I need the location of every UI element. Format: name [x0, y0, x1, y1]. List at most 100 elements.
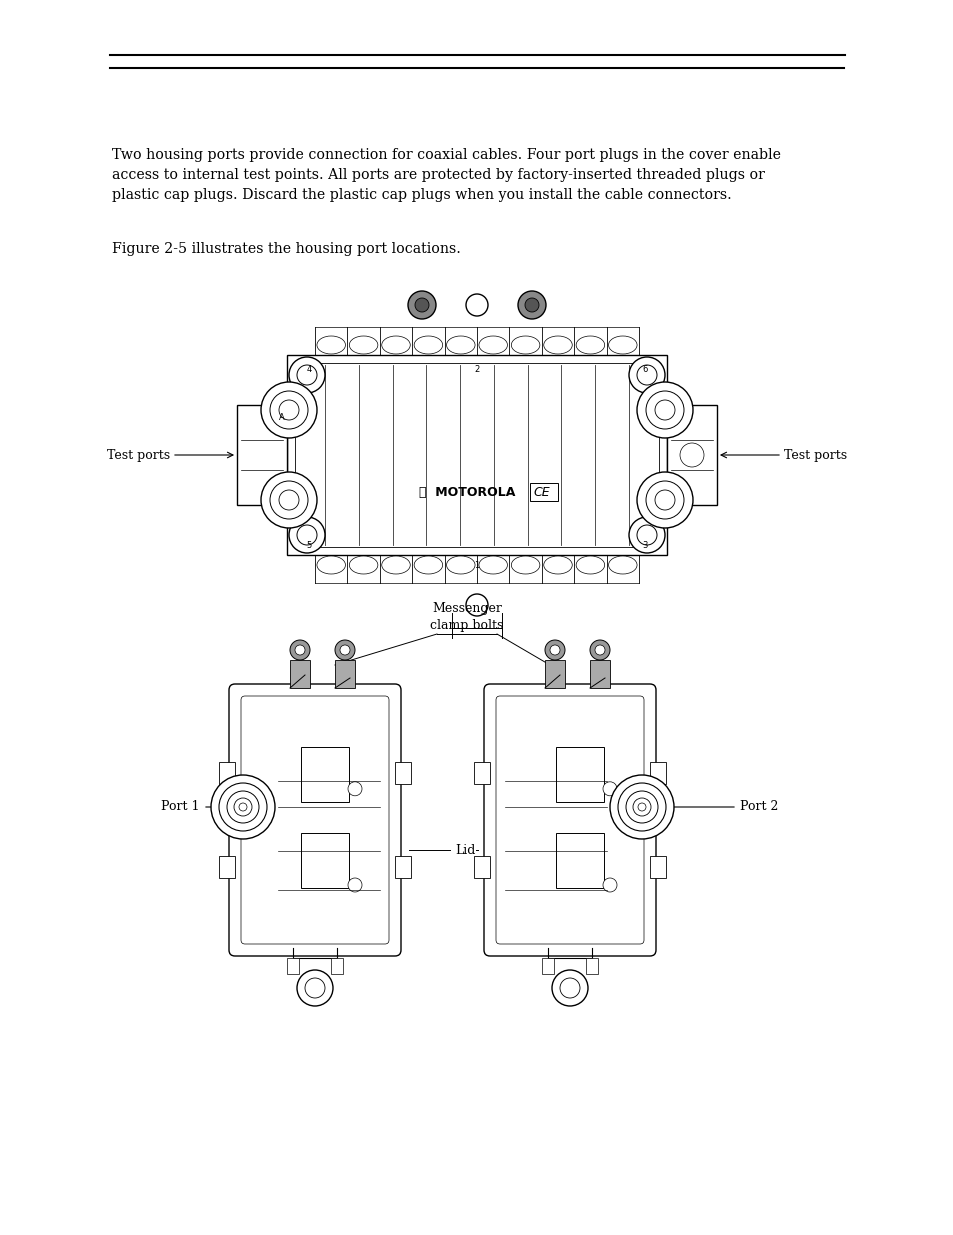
Ellipse shape: [349, 556, 377, 574]
FancyBboxPatch shape: [483, 684, 656, 956]
Ellipse shape: [608, 556, 637, 574]
Circle shape: [637, 472, 692, 529]
Circle shape: [550, 645, 559, 655]
Circle shape: [602, 878, 617, 892]
Circle shape: [348, 782, 361, 795]
Circle shape: [595, 645, 604, 655]
Circle shape: [233, 798, 252, 816]
Bar: [530, 483, 558, 501]
Bar: [290, 659, 310, 688]
Circle shape: [517, 291, 545, 319]
Circle shape: [335, 640, 355, 659]
Circle shape: [408, 291, 436, 319]
Circle shape: [618, 783, 665, 831]
Ellipse shape: [316, 336, 345, 354]
FancyBboxPatch shape: [229, 684, 400, 956]
Bar: [236, 405, 287, 505]
Circle shape: [294, 645, 305, 655]
Circle shape: [589, 640, 609, 659]
Circle shape: [679, 443, 703, 467]
Text: Port 1: Port 1: [161, 800, 200, 814]
Circle shape: [628, 517, 664, 553]
Bar: [666, 405, 717, 505]
Circle shape: [609, 776, 673, 839]
Circle shape: [655, 400, 675, 420]
Text: 4: 4: [306, 364, 312, 373]
Ellipse shape: [478, 556, 507, 574]
Text: 6: 6: [641, 364, 647, 373]
Text: 3: 3: [641, 541, 647, 550]
Circle shape: [339, 645, 350, 655]
Circle shape: [261, 382, 316, 438]
Circle shape: [415, 298, 429, 312]
Bar: [219, 856, 234, 878]
Circle shape: [278, 400, 298, 420]
Ellipse shape: [349, 336, 377, 354]
Ellipse shape: [446, 336, 475, 354]
Circle shape: [645, 391, 683, 429]
Circle shape: [628, 357, 664, 393]
Text: Messenger
clamp bolts: Messenger clamp bolts: [430, 601, 503, 632]
Circle shape: [296, 525, 316, 545]
Circle shape: [633, 798, 650, 816]
Bar: [301, 747, 349, 803]
Ellipse shape: [576, 556, 604, 574]
Circle shape: [655, 490, 675, 510]
Circle shape: [552, 969, 587, 1007]
Bar: [331, 958, 343, 974]
Circle shape: [270, 480, 308, 519]
Circle shape: [211, 776, 274, 839]
Bar: [541, 958, 554, 974]
Ellipse shape: [478, 336, 507, 354]
Circle shape: [602, 782, 617, 795]
Text: Test ports: Test ports: [783, 448, 846, 462]
Text: 5: 5: [306, 541, 312, 550]
Ellipse shape: [608, 336, 637, 354]
Circle shape: [637, 525, 657, 545]
Ellipse shape: [543, 556, 572, 574]
Circle shape: [219, 783, 267, 831]
Text: Lid: Lid: [455, 844, 475, 857]
FancyBboxPatch shape: [241, 697, 389, 944]
Circle shape: [305, 978, 325, 998]
Circle shape: [637, 366, 657, 385]
Ellipse shape: [511, 556, 539, 574]
Bar: [335, 659, 355, 688]
Circle shape: [645, 480, 683, 519]
Circle shape: [637, 382, 692, 438]
Bar: [556, 747, 603, 803]
Circle shape: [296, 969, 333, 1007]
Ellipse shape: [576, 336, 604, 354]
Circle shape: [289, 357, 325, 393]
Circle shape: [261, 472, 316, 529]
Bar: [585, 958, 598, 974]
Bar: [287, 354, 666, 555]
Ellipse shape: [414, 556, 442, 574]
Bar: [649, 856, 665, 878]
Circle shape: [296, 366, 316, 385]
Ellipse shape: [381, 336, 410, 354]
Circle shape: [524, 298, 538, 312]
Bar: [301, 832, 349, 888]
Text: Ⓜ  MOTOROLA: Ⓜ MOTOROLA: [418, 487, 515, 499]
Circle shape: [348, 878, 361, 892]
Circle shape: [290, 640, 310, 659]
Bar: [474, 762, 490, 784]
Circle shape: [270, 391, 308, 429]
FancyBboxPatch shape: [496, 697, 643, 944]
Text: Two housing ports provide connection for coaxial cables. Four port plugs in the : Two housing ports provide connection for…: [112, 148, 781, 203]
Bar: [544, 659, 564, 688]
Circle shape: [625, 790, 658, 823]
Ellipse shape: [511, 336, 539, 354]
Text: 1: 1: [474, 561, 479, 569]
Ellipse shape: [381, 556, 410, 574]
Circle shape: [465, 594, 488, 616]
Bar: [294, 363, 659, 547]
Bar: [556, 832, 603, 888]
Circle shape: [289, 517, 325, 553]
Bar: [219, 762, 234, 784]
Text: Test ports: Test ports: [107, 448, 170, 462]
Bar: [474, 856, 490, 878]
Text: CE: CE: [533, 487, 550, 499]
Ellipse shape: [316, 556, 345, 574]
